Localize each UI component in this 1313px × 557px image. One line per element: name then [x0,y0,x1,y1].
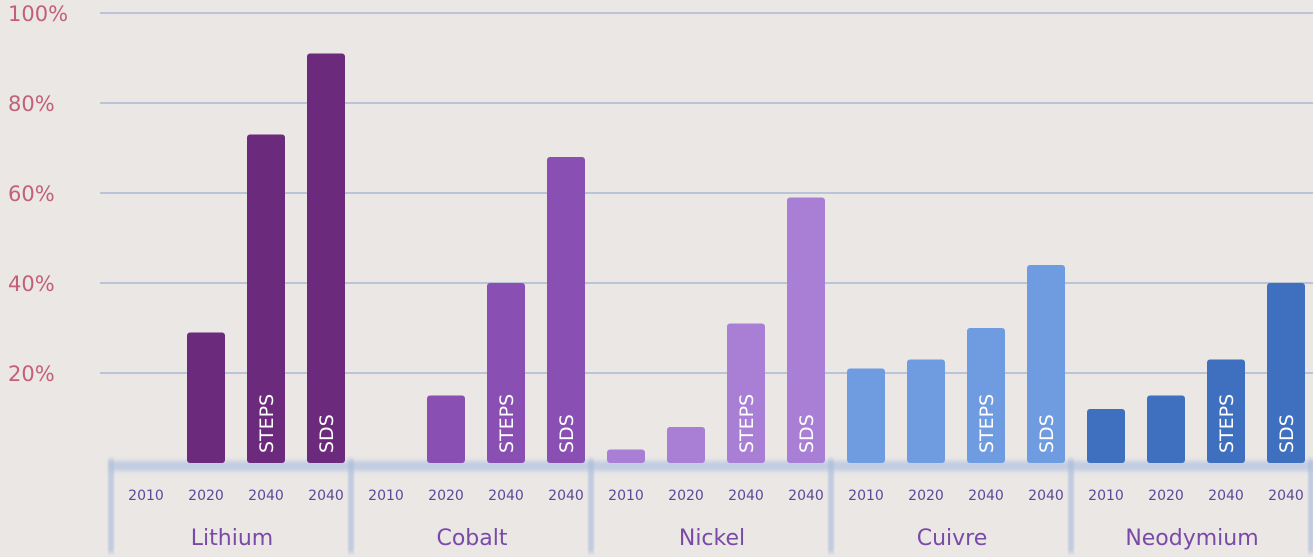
bar [907,359,945,463]
y-tick-label: 100% [8,2,68,26]
bar [727,323,765,463]
bar [487,283,525,463]
x-tick-label: 2040 [548,488,584,504]
bar-label: STEPS [256,394,278,453]
bar-label: SDS [316,414,338,453]
bar [547,157,585,463]
x-tick-label: 2040 [1208,488,1244,504]
bar [427,395,465,463]
x-tick-label: 2040 [968,488,1004,504]
bar [667,427,705,463]
x-tick-label: 2040 [308,488,344,504]
x-tick-label: 2020 [1148,488,1184,504]
bar-label: SDS [556,414,578,453]
bar-label: STEPS [1216,394,1238,453]
x-tick-label: 2010 [608,488,644,504]
x-tick-label: 2040 [788,488,824,504]
group-label: Nickel [679,526,745,551]
x-tick-label: 2040 [728,488,764,504]
group-divider [828,459,834,553]
bar [787,197,825,463]
x-tick-label: 2040 [248,488,284,504]
group-divider [1068,459,1074,553]
y-tick-label: 80% [8,92,55,116]
bar [847,368,885,463]
x-tick-label: 2010 [848,488,884,504]
bar [187,332,225,463]
bar [967,328,1005,463]
group-divider [348,459,354,553]
group-divider [588,459,594,553]
x-tick-label: 2020 [428,488,464,504]
bar [247,134,285,463]
bar-label: STEPS [736,394,758,453]
bar [1027,265,1065,463]
y-tick-label: 60% [8,182,55,206]
bar [1207,359,1245,463]
baseline [110,461,1313,471]
group-label: Cobalt [436,526,507,551]
y-tick-label: 20% [8,362,55,386]
x-tick-label: 2040 [1268,488,1304,504]
x-tick-label: 2020 [188,488,224,504]
x-tick-label: 2010 [1088,488,1124,504]
bar [1147,395,1185,463]
bar-label: SDS [796,414,818,453]
bar [1267,283,1305,463]
x-tick-label: 2010 [368,488,404,504]
group-label: Cuivre [917,526,988,551]
bar-label: SDS [1036,414,1058,453]
x-tick-label: 2040 [488,488,524,504]
x-tick-label: 2010 [128,488,164,504]
bar [607,449,645,463]
bar [307,53,345,463]
y-tick-label: 40% [8,272,55,296]
x-tick-label: 2020 [668,488,704,504]
group-divider [108,459,114,553]
group-divider [1308,459,1313,553]
bar [1087,409,1125,463]
x-tick-label: 2040 [1028,488,1064,504]
bar-label: SDS [1276,414,1298,453]
group-label: Lithium [191,526,273,551]
bar-label: STEPS [496,394,518,453]
bar-label: STEPS [976,394,998,453]
group-label: Neodymium [1125,526,1258,551]
x-tick-label: 2020 [908,488,944,504]
